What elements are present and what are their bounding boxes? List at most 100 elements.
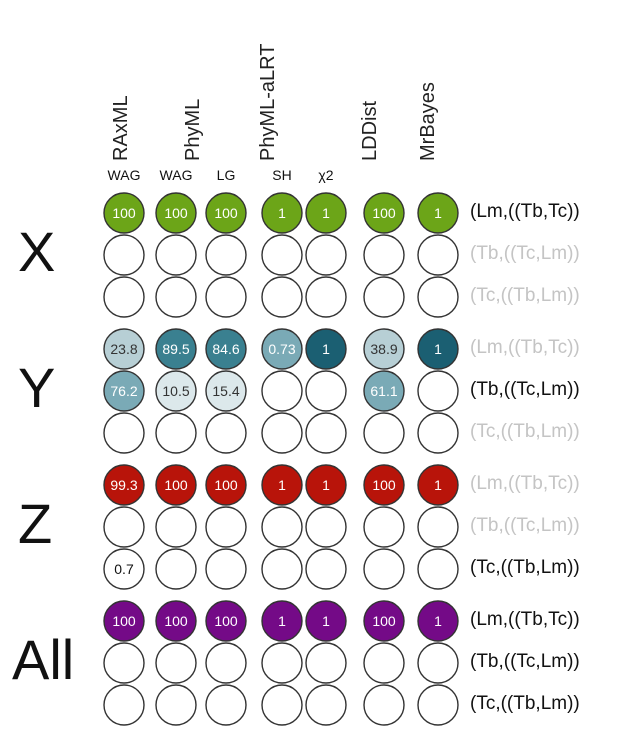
support-circle-all-r2-c3	[261, 684, 303, 726]
support-circle-x-r0-c5	[363, 192, 405, 234]
support-value-y-r0-c1: 89.5	[162, 341, 189, 357]
support-circle-y-r2-c5	[363, 412, 405, 454]
support-circle-all-r0-c2	[205, 600, 247, 642]
support-circle-z-r0-c0	[103, 464, 145, 506]
support-circle-z-r2-c0	[103, 548, 145, 590]
support-circle-all-r1-c4	[305, 642, 347, 684]
support-circle-y-r0-c5	[363, 328, 405, 370]
topology-label-z-2: (Tc,((Tb,Lm))	[470, 557, 580, 578]
support-circle-z-r2-c3	[261, 548, 303, 590]
support-circle-all-r0-c0	[103, 600, 145, 642]
support-circle-z-r2-c4	[305, 548, 347, 590]
support-value-x-r0-c4: 1	[322, 205, 330, 221]
support-value-z-r2-c0: 0.7	[114, 561, 134, 577]
support-circle-y-r0-c0	[103, 328, 145, 370]
support-circle-all-r0-c4	[305, 600, 347, 642]
support-value-x-r0-c1: 100	[164, 205, 188, 221]
support-circle-z-r1-c2	[205, 506, 247, 548]
support-value-y-r1-c2: 15.4	[212, 383, 239, 399]
support-circle-all-r0-c6	[417, 600, 459, 642]
support-circle-all-r1-c0	[103, 642, 145, 684]
support-circle-z-r1-c5	[363, 506, 405, 548]
support-circle-all-r1-c6	[417, 642, 459, 684]
support-circle-y-r1-c4	[305, 370, 347, 412]
support-circle-y-r2-c6	[417, 412, 459, 454]
support-circle-x-r0-c1	[155, 192, 197, 234]
support-circle-x-r0-c0	[103, 192, 145, 234]
support-value-z-r0-c1: 100	[164, 477, 188, 493]
support-circle-y-r2-c4	[305, 412, 347, 454]
support-circle-x-r0-c4	[305, 192, 347, 234]
support-value-x-r0-c6: 1	[434, 205, 442, 221]
support-circle-y-r0-c1	[155, 328, 197, 370]
support-circle-y-r1-c2	[205, 370, 247, 412]
support-circle-y-r2-c1	[155, 412, 197, 454]
support-circle-x-r2-c2	[205, 276, 247, 318]
support-circle-y-r1-c3	[261, 370, 303, 412]
support-circle-y-r1-c1	[155, 370, 197, 412]
support-circle-z-r1-c0	[103, 506, 145, 548]
support-circle-x-r2-c6	[417, 276, 459, 318]
group-label-y: Y	[18, 356, 56, 419]
support-circle-z-r0-c2	[205, 464, 247, 506]
support-circle-x-r2-c5	[363, 276, 405, 318]
topology-label-z-0: (Lm,((Tb,Tc))	[470, 473, 580, 494]
support-circle-all-r2-c4	[305, 684, 347, 726]
subheader-4: χ2	[318, 167, 334, 183]
support-value-all-r0-c6: 1	[434, 613, 442, 629]
support-circle-all-r2-c5	[363, 684, 405, 726]
support-circle-z-r0-c6	[417, 464, 459, 506]
support-value-all-r0-c2: 100	[214, 613, 238, 629]
support-circle-x-r0-c3	[261, 192, 303, 234]
support-circle-all-r2-c1	[155, 684, 197, 726]
support-circle-x-r0-c2	[205, 192, 247, 234]
support-circle-x-r1-c5	[363, 234, 405, 276]
support-circle-y-r0-c2	[205, 328, 247, 370]
support-value-z-r0-c6: 1	[434, 477, 442, 493]
support-circle-all-r2-c0	[103, 684, 145, 726]
support-circle-all-r2-c6	[417, 684, 459, 726]
support-value-all-r0-c5: 100	[372, 613, 396, 629]
support-value-y-r0-c3: 0.73	[268, 341, 295, 357]
support-circle-x-r1-c4	[305, 234, 347, 276]
support-circle-z-r2-c6	[417, 548, 459, 590]
support-circle-z-r1-c3	[261, 506, 303, 548]
support-circle-all-r1-c2	[205, 642, 247, 684]
support-value-x-r0-c2: 100	[214, 205, 238, 221]
support-circle-z-r1-c6	[417, 506, 459, 548]
support-circle-z-r1-c1	[155, 506, 197, 548]
support-circle-all-r1-c3	[261, 642, 303, 684]
support-value-y-r0-c5: 38.9	[370, 341, 397, 357]
support-circle-all-r2-c2	[205, 684, 247, 726]
support-value-z-r0-c0: 99.3	[110, 477, 137, 493]
support-circle-y-r1-c0	[103, 370, 145, 412]
support-circle-x-r2-c0	[103, 276, 145, 318]
support-circle-x-r1-c3	[261, 234, 303, 276]
support-value-x-r0-c0: 100	[112, 205, 136, 221]
support-value-z-r0-c5: 100	[372, 477, 396, 493]
support-circle-all-r0-c1	[155, 600, 197, 642]
support-value-y-r0-c6: 1	[434, 341, 442, 357]
support-circle-x-r2-c1	[155, 276, 197, 318]
support-circle-y-r0-c4	[305, 328, 347, 370]
support-value-y-r1-c0: 76.2	[110, 383, 137, 399]
support-circle-all-r0-c3	[261, 600, 303, 642]
topology-label-z-1: (Tb,((Tc,Lm))	[470, 515, 580, 536]
subheader-0: WAG	[107, 167, 141, 183]
support-value-y-r1-c1: 10.5	[162, 383, 189, 399]
support-circle-y-r1-c5	[363, 370, 405, 412]
support-circle-x-r0-c6	[417, 192, 459, 234]
support-circle-y-r0-c3	[261, 328, 303, 370]
support-circle-all-r1-c5	[363, 642, 405, 684]
topology-label-x-0: (Lm,((Tb,Tc))	[470, 201, 580, 222]
topology-label-x-1: (Tb,((Tc,Lm))	[470, 243, 580, 264]
support-circle-y-r2-c0	[103, 412, 145, 454]
support-circle-z-r0-c1	[155, 464, 197, 506]
support-circle-all-r1-c1	[155, 642, 197, 684]
support-circle-z-r2-c2	[205, 548, 247, 590]
support-circle-z-r0-c4	[305, 464, 347, 506]
topology-label-all-2: (Tc,((Tb,Lm))	[470, 693, 580, 714]
subheader-2: LG	[216, 167, 236, 183]
support-circle-y-r0-c6	[417, 328, 459, 370]
